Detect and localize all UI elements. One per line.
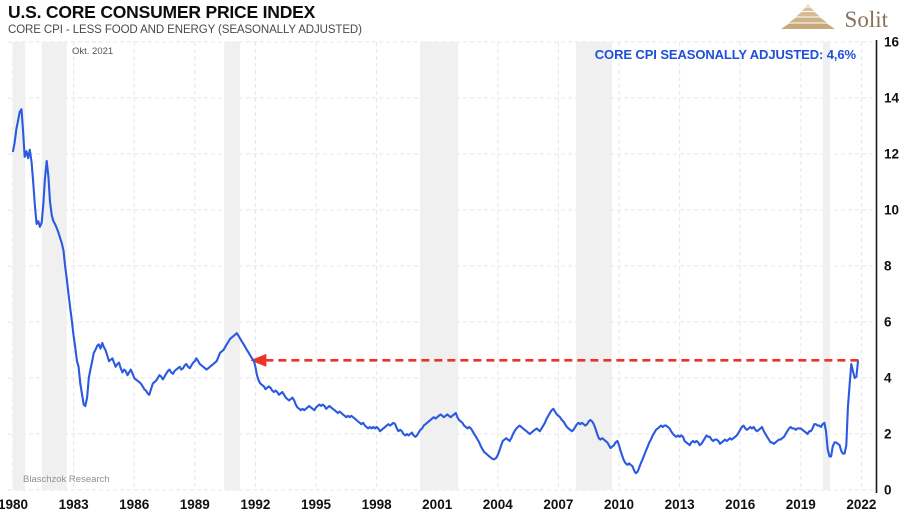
brand-logo: Solit bbox=[780, 3, 888, 35]
date-annotation: Okt. 2021 bbox=[72, 46, 114, 57]
x-axis-tick-label: 2019 bbox=[786, 497, 816, 512]
x-axis-tick-label: 1995 bbox=[301, 497, 332, 512]
y-axis-tick-label: 4 bbox=[884, 371, 892, 386]
core-cpi-line bbox=[11, 108, 860, 475]
x-axis-tick-label: 2004 bbox=[483, 497, 514, 512]
y-axis-tick-label: 0 bbox=[884, 483, 892, 498]
recession-band bbox=[575, 42, 612, 490]
recession-band bbox=[41, 42, 67, 490]
x-axis-tick-label: 1989 bbox=[180, 497, 210, 512]
x-axis-tick-label: 1983 bbox=[59, 497, 90, 512]
recession-band bbox=[13, 42, 26, 490]
y-axis-tick-label: 16 bbox=[884, 35, 900, 50]
x-axis-tick-label: 1998 bbox=[362, 497, 393, 512]
y-axis-tick-label: 6 bbox=[884, 315, 892, 330]
x-axis-tick-label: 2013 bbox=[665, 497, 696, 512]
brand-name: Solit bbox=[844, 6, 888, 32]
page-title: U.S. CORE CONSUMER PRICE INDEX bbox=[8, 2, 316, 22]
x-axis-tick-label: 2007 bbox=[543, 497, 573, 512]
x-axis-tick-label: 1986 bbox=[119, 497, 150, 512]
source-credit: Blaschzok Research bbox=[23, 474, 110, 485]
cpi-value-annotation: CORE CPI SEASONALLY ADJUSTED: 4,6% bbox=[594, 47, 856, 62]
page-subtitle: CORE CPI - LESS FOOD AND ENERGY (SEASONA… bbox=[8, 24, 362, 36]
y-axis-tick-label: 14 bbox=[884, 91, 900, 106]
x-axis-tick-label: 2001 bbox=[422, 497, 453, 512]
x-axis-tick-label: 1980 bbox=[0, 497, 28, 512]
x-axis-tick-label: 1992 bbox=[240, 497, 270, 512]
x-axis-tick-label: 2010 bbox=[604, 497, 634, 512]
y-axis-tick-label: 2 bbox=[884, 427, 892, 442]
y-axis-tick-label: 10 bbox=[884, 203, 899, 218]
recession-band bbox=[823, 42, 831, 490]
x-axis-tick-label: 2022 bbox=[846, 497, 876, 512]
x-axis-tick-label: 2016 bbox=[725, 497, 756, 512]
y-axis-tick-label: 8 bbox=[884, 259, 892, 274]
y-axis-tick-label: 12 bbox=[884, 147, 899, 162]
left-arrowhead-icon bbox=[250, 353, 267, 367]
recession-band bbox=[224, 42, 241, 490]
step-pyramid-icon bbox=[780, 3, 836, 35]
